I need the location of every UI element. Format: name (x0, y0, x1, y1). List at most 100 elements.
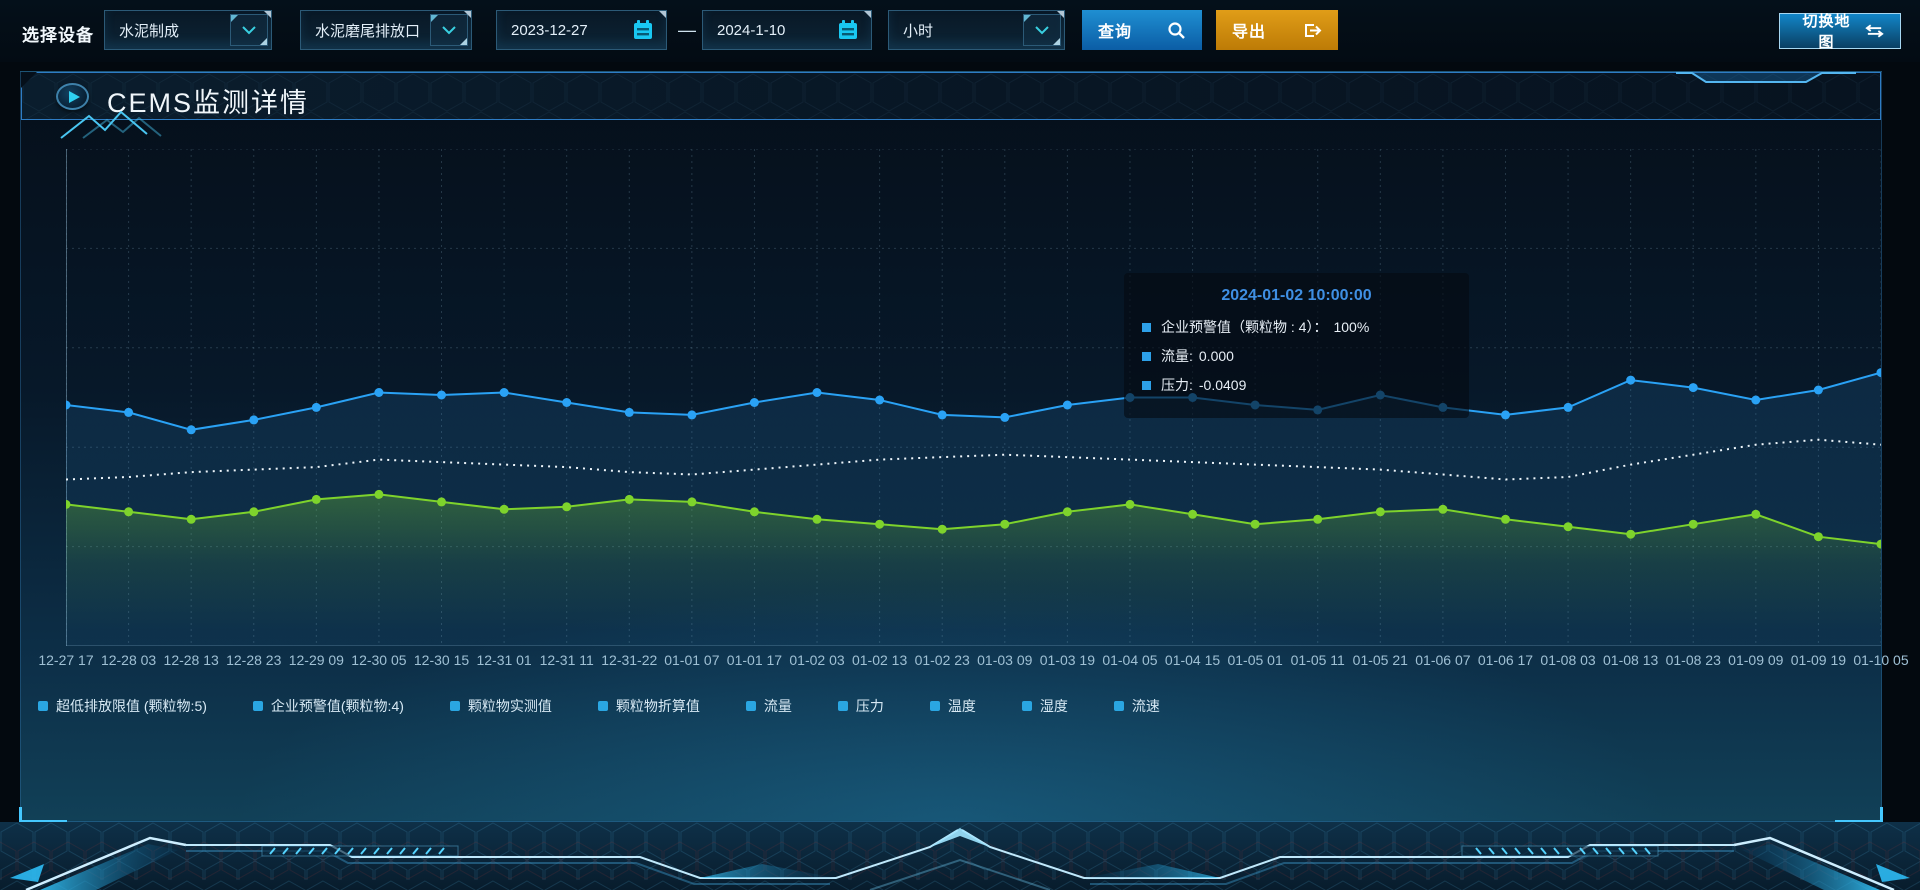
legend-item[interactable]: 企业预警值(颗粒物:4) (252, 696, 404, 716)
legend-label: 颗粒物折算值 (615, 698, 700, 714)
device-type-value: 水泥制成 (119, 22, 180, 40)
legend-label: 流速 (1131, 698, 1160, 714)
play-icon (56, 83, 89, 110)
legend-marker (38, 701, 48, 711)
panel-corner-accent-right (1835, 807, 1883, 823)
x-axis-tick-label: 01-10 05 (1853, 652, 1909, 668)
x-axis-tick-label: 12-31 01 (476, 652, 532, 668)
export-icon (1305, 24, 1322, 37)
switch-map-label: 切换地图 (1802, 13, 1851, 51)
x-axis-tick-label: 01-06 17 (1477, 652, 1534, 668)
x-axis-tick-label: 01-09 09 (1728, 652, 1784, 668)
interval-value: 小时 (903, 22, 934, 40)
legend-label: 流量 (763, 698, 792, 714)
x-axis-tick-label: 12-28 03 (100, 652, 157, 668)
legend-label: 压力 (855, 698, 884, 714)
calendar-icon[interactable] (831, 17, 865, 43)
tooltip-row-label: 流量: (1161, 348, 1193, 364)
x-axis-tick-label: 01-03 19 (1039, 652, 1096, 668)
legend-label: 湿度 (1039, 698, 1068, 714)
search-icon (1168, 21, 1185, 39)
tooltip-row: 企业预警值（颗粒物 : 4）： 100% (1142, 317, 1451, 337)
x-axis-tick-label: 12-28 23 (226, 652, 282, 668)
tooltip-timestamp: 2024-01-02 10:00:00 (1221, 287, 1372, 304)
footer-decoration (0, 822, 1920, 890)
calendar-icon[interactable] (626, 17, 660, 43)
x-axis-tick-label: 01-08 13 (1603, 652, 1659, 668)
legend-item[interactable]: 湿度 (1021, 696, 1068, 716)
legend-marker (837, 701, 848, 711)
x-axis-tick-label: 01-03 09 (977, 652, 1033, 668)
legend-label: 温度 (947, 698, 976, 714)
legend-item[interactable]: 流量 (745, 696, 792, 716)
end-date-input[interactable]: 2024-1-10 (702, 10, 872, 50)
chevron-down-icon[interactable] (1023, 14, 1061, 46)
legend-label: 超低排放限值 (颗粒物:5) (56, 698, 207, 714)
chevron-down-icon[interactable] (230, 14, 268, 46)
tooltip-series-marker (1142, 351, 1151, 361)
legend-marker (1113, 701, 1124, 711)
page-title: CEMS监测详情 (107, 88, 310, 118)
legend-marker (929, 701, 940, 711)
panel-title-bar: CEMS监测详情 (21, 72, 1881, 120)
interval-select[interactable]: 小时 (888, 10, 1065, 50)
swap-arrows-icon (1865, 24, 1884, 38)
x-axis-tick-label: 01-02 03 (789, 652, 845, 668)
x-axis-tick-label: 01-01 17 (726, 652, 783, 668)
legend-marker (1021, 701, 1032, 711)
switch-map-button[interactable]: 切换地图 (1779, 13, 1901, 51)
tooltip-series-marker (1142, 380, 1151, 390)
device-select-label: 选择设备 (22, 26, 94, 45)
titlebar-notch-decoration (1676, 72, 1856, 83)
tooltip-row-value: -0.0409 (1198, 377, 1247, 393)
chevron-down-icon[interactable] (430, 14, 468, 46)
x-axis-tick-label: 01-08 23 (1665, 652, 1721, 668)
tooltip-row: 压力: -0.0409 (1142, 375, 1451, 395)
outlet-value: 水泥磨尾排放口 (315, 22, 421, 40)
x-axis-tick-label: 12-30 15 (413, 652, 470, 668)
chart-legend: 超低排放限值 (颗粒物:5) 企业预警值(颗粒物:4) 颗粒物实测值 颗粒物折算值 流量… (38, 696, 1160, 716)
query-button-label: 查询 (1098, 24, 1133, 41)
x-axis-tick-label: 12-31-22 (601, 652, 658, 668)
end-date-value: 2024-1-10 (717, 21, 786, 39)
legend-item[interactable]: 流速 (1113, 696, 1160, 716)
legend-item[interactable]: 超低排放限值 (颗粒物:5) (38, 696, 207, 716)
legend-item[interactable]: 压力 (837, 696, 884, 716)
cems-line-chart[interactable] (66, 149, 1881, 646)
date-range-separator: — (678, 20, 696, 40)
x-axis-tick-label: 01-06 07 (1415, 652, 1471, 668)
x-axis-tick-label: 01-08 03 (1540, 652, 1596, 668)
x-axis-tick-label: 12-28 13 (163, 652, 219, 668)
legend-marker (449, 701, 460, 711)
x-axis-tick-label: 01-09 19 (1790, 652, 1847, 668)
export-button-label: 导出 (1232, 24, 1267, 41)
outlet-select[interactable]: 水泥磨尾排放口 (300, 10, 472, 50)
hex-pattern-decoration (22, 73, 1880, 119)
tooltip-rows: 企业预警值（颗粒物 : 4）： 100% 流量: 0.000 压力: -0.0409 (1142, 317, 1451, 395)
export-button[interactable]: 导出 (1216, 10, 1338, 50)
tooltip-row-label: 压力: (1161, 377, 1193, 393)
chart-tooltip: 2024-01-02 10:00:00 企业预警值（颗粒物 : 4）： 100% 流… (1124, 273, 1469, 418)
legend-marker (745, 701, 756, 711)
legend-label: 颗粒物实测值 (467, 698, 552, 714)
x-axis-tick-label: 01-05 11 (1290, 652, 1345, 668)
x-axis-tick-label: 01-04 15 (1164, 652, 1221, 668)
x-axis-labels: 12-27 17 12-28 03 12-28 13 12-28 23 12-29 09… (38, 652, 1908, 672)
legend-marker (252, 701, 263, 711)
tooltip-row: 流量: 0.000 (1142, 346, 1451, 366)
cems-panel: CEMS监测详情 12-27 17 12-28 03 12-28 13 12-28 2… (19, 71, 1909, 823)
legend-item[interactable]: 温度 (929, 696, 976, 716)
x-axis-tick-label: 01-05 01 (1227, 652, 1283, 668)
start-date-value: 2023-12-27 (511, 21, 588, 39)
legend-item[interactable]: 颗粒物实测值 (449, 696, 552, 716)
query-button[interactable]: 查询 (1082, 10, 1202, 50)
legend-label: 企业预警值(颗粒物:4) (270, 698, 404, 714)
legend-item[interactable]: 颗粒物折算值 (597, 696, 700, 716)
tooltip-row-value: 0.000 (1198, 348, 1234, 364)
legend-marker (597, 701, 608, 711)
start-date-input[interactable]: 2023-12-27 (496, 10, 667, 50)
tooltip-row-label: 企业预警值（颗粒物 : 4）： (1161, 319, 1328, 335)
tooltip-row-value: 100% (1333, 319, 1370, 335)
device-type-select[interactable]: 水泥制成 (104, 10, 272, 50)
x-axis-tick-label: 01-02 13 (851, 652, 908, 668)
